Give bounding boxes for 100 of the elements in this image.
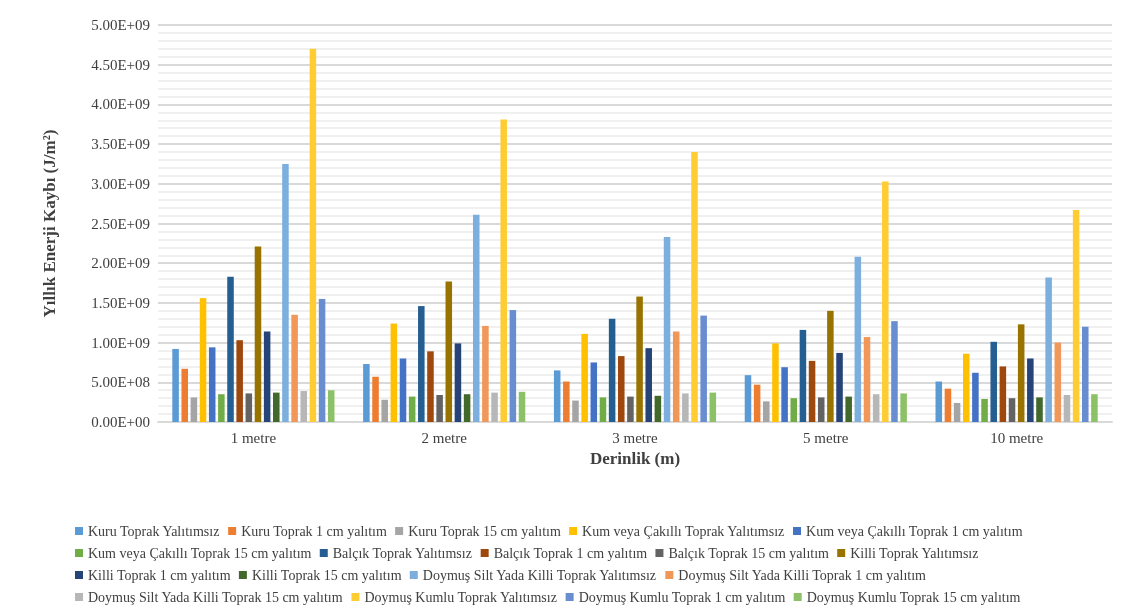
bar	[627, 396, 634, 422]
bar	[254, 246, 262, 422]
bar	[273, 392, 280, 422]
legend-label: Balçık Toprak 15 cm yalıtım	[668, 545, 830, 561]
bar	[472, 214, 480, 422]
legend-label: Killi Toprak Yalıtımsız	[850, 545, 979, 561]
legend-label: Kum veya Çakıllı Toprak 1 cm yalıtım	[806, 523, 1023, 539]
bar	[1036, 397, 1043, 422]
bar	[245, 393, 253, 422]
legend-label: Doymuş Kumlu Toprak Yalıtımsız	[364, 589, 557, 605]
bar	[663, 237, 671, 422]
bar	[836, 352, 843, 422]
bar	[581, 333, 588, 422]
bar	[563, 381, 570, 422]
bar	[972, 372, 979, 422]
bar	[181, 368, 188, 422]
bar	[672, 331, 680, 422]
legend-label: Kuru Toprak 1 cm yalıtım	[241, 523, 387, 539]
y-tick-label: 1.00E+09	[91, 334, 150, 351]
bar	[482, 325, 489, 422]
bar	[799, 329, 807, 422]
bar	[491, 392, 498, 422]
x-tick-label: 3 metre	[612, 429, 659, 446]
bar	[300, 391, 308, 422]
bar	[999, 366, 1007, 422]
legend-label: Killi Toprak 1 cm yalıtım	[88, 567, 231, 583]
bar	[291, 314, 298, 422]
bar	[282, 163, 289, 422]
bar	[981, 398, 988, 422]
bar	[500, 119, 507, 422]
bar	[1027, 358, 1034, 422]
bar	[781, 367, 788, 422]
legend-label: Doymuş Silt Yada Killi Toprak Yalıtımsız	[422, 567, 657, 583]
legend-label: Balçık Toprak 1 cm yalıtım	[493, 545, 648, 561]
bar	[263, 331, 271, 422]
bar	[418, 306, 425, 422]
bar	[763, 401, 770, 422]
bar	[190, 397, 198, 422]
bar	[845, 396, 852, 422]
bar	[218, 394, 225, 422]
y-tick-label: 3.50E+09	[91, 136, 150, 153]
bar	[1063, 395, 1071, 422]
bar	[636, 296, 643, 422]
bar	[700, 315, 707, 422]
x-tick-label: 1 metre	[230, 429, 277, 446]
bar	[399, 358, 407, 422]
bar	[436, 395, 443, 422]
y-tick-label: 2.00E+09	[91, 255, 150, 272]
y-tick-label: 5.00E+08	[91, 374, 150, 391]
bar	[618, 356, 625, 422]
bar	[590, 362, 598, 422]
bar	[654, 395, 662, 422]
bar	[827, 310, 834, 422]
bar	[900, 393, 907, 422]
x-tick-label: 5 metre	[803, 429, 849, 446]
bar	[553, 370, 561, 422]
y-tick-label: 4.50E+09	[91, 56, 150, 73]
bar	[744, 375, 752, 422]
bar	[445, 281, 453, 422]
bar	[1017, 324, 1025, 422]
bar	[817, 397, 825, 422]
bar	[390, 323, 398, 422]
bar	[309, 48, 317, 422]
bar	[1091, 394, 1098, 422]
bar	[645, 348, 652, 422]
bar	[199, 298, 207, 422]
bar	[463, 394, 471, 422]
legend-label: Doymuş Kumlu Toprak 15 cm yalıtım	[806, 589, 1021, 605]
bar	[990, 341, 997, 422]
bar	[691, 152, 698, 422]
bar	[1072, 210, 1080, 422]
bar	[808, 360, 816, 422]
bar	[790, 398, 798, 422]
bar	[572, 400, 579, 422]
bar	[872, 394, 880, 422]
bar	[408, 396, 416, 422]
bar	[1008, 398, 1016, 422]
bar	[944, 388, 952, 422]
bar	[953, 402, 961, 422]
legend-label: Kum veya Çakıllı Toprak 15 cm yalıtım	[88, 545, 312, 561]
bar	[753, 384, 761, 422]
bar	[518, 391, 526, 422]
bar	[454, 343, 462, 422]
bar	[962, 353, 970, 422]
bar	[427, 351, 434, 422]
x-axis-title: Derinlik (m)	[589, 449, 681, 468]
bar	[509, 310, 517, 422]
legend-label: Doymuş Silt Yada Killi Toprak 15 cm yalıtım	[88, 589, 343, 605]
legend-label: Kuru Toprak Yalıtımsız	[88, 523, 220, 539]
bar	[381, 399, 388, 422]
bar	[599, 397, 607, 422]
bar	[863, 337, 871, 422]
bar	[854, 256, 862, 422]
y-tick-label: 5.00E+09	[91, 17, 150, 33]
legend-label: Doymuş Silt Yada Killi Toprak 1 cm yalıtım	[678, 567, 927, 583]
y-tick-label: 3.00E+09	[91, 175, 150, 192]
bar	[208, 347, 216, 422]
bar	[882, 181, 889, 422]
bar	[372, 376, 379, 422]
bar	[172, 348, 179, 422]
